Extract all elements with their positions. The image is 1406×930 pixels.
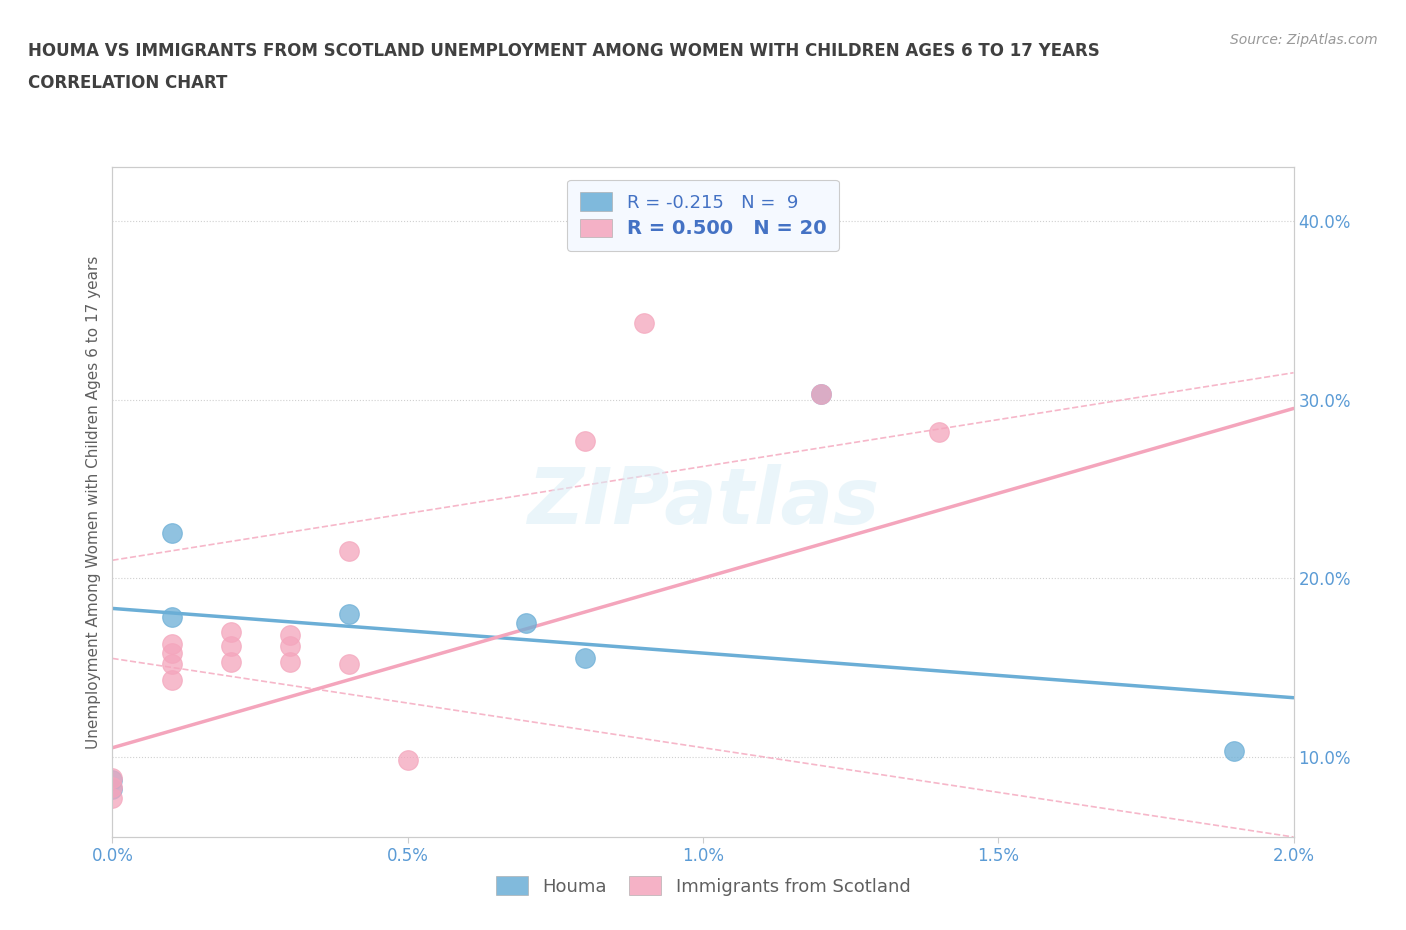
Point [278,639,301,654]
Text: CORRELATION CHART: CORRELATION CHART [28,74,228,92]
Point [219,624,242,639]
Legend: Houma, Immigrants from Scotland: Houma, Immigrants from Scotland [482,864,924,909]
Point [574,433,596,448]
Point [160,610,183,625]
Text: HOUMA VS IMMIGRANTS FROM SCOTLAND UNEMPLOYMENT AMONG WOMEN WITH CHILDREN AGES 6 : HOUMA VS IMMIGRANTS FROM SCOTLAND UNEMPL… [28,42,1099,60]
Point [337,606,360,621]
Point [101,771,124,786]
Point [396,752,419,767]
Point [515,616,537,631]
Point [160,637,183,652]
Point [160,672,183,687]
Point [101,790,124,805]
Text: ZIPatlas: ZIPatlas [527,464,879,540]
Point [101,779,124,794]
Point [160,657,183,671]
Point [928,424,950,439]
Point [219,639,242,654]
Point [278,655,301,670]
Point [337,657,360,671]
Point [101,773,124,788]
Point [574,651,596,666]
Y-axis label: Unemployment Among Women with Children Ages 6 to 17 years: Unemployment Among Women with Children A… [86,256,101,749]
Point [337,544,360,559]
Text: Source: ZipAtlas.com: Source: ZipAtlas.com [1230,33,1378,46]
Point [633,315,655,330]
Point [101,781,124,796]
Point [160,526,183,541]
Point [160,645,183,660]
Point [219,655,242,670]
Point [278,628,301,643]
Point [810,387,832,402]
Point [810,387,832,402]
Point [1223,744,1246,759]
